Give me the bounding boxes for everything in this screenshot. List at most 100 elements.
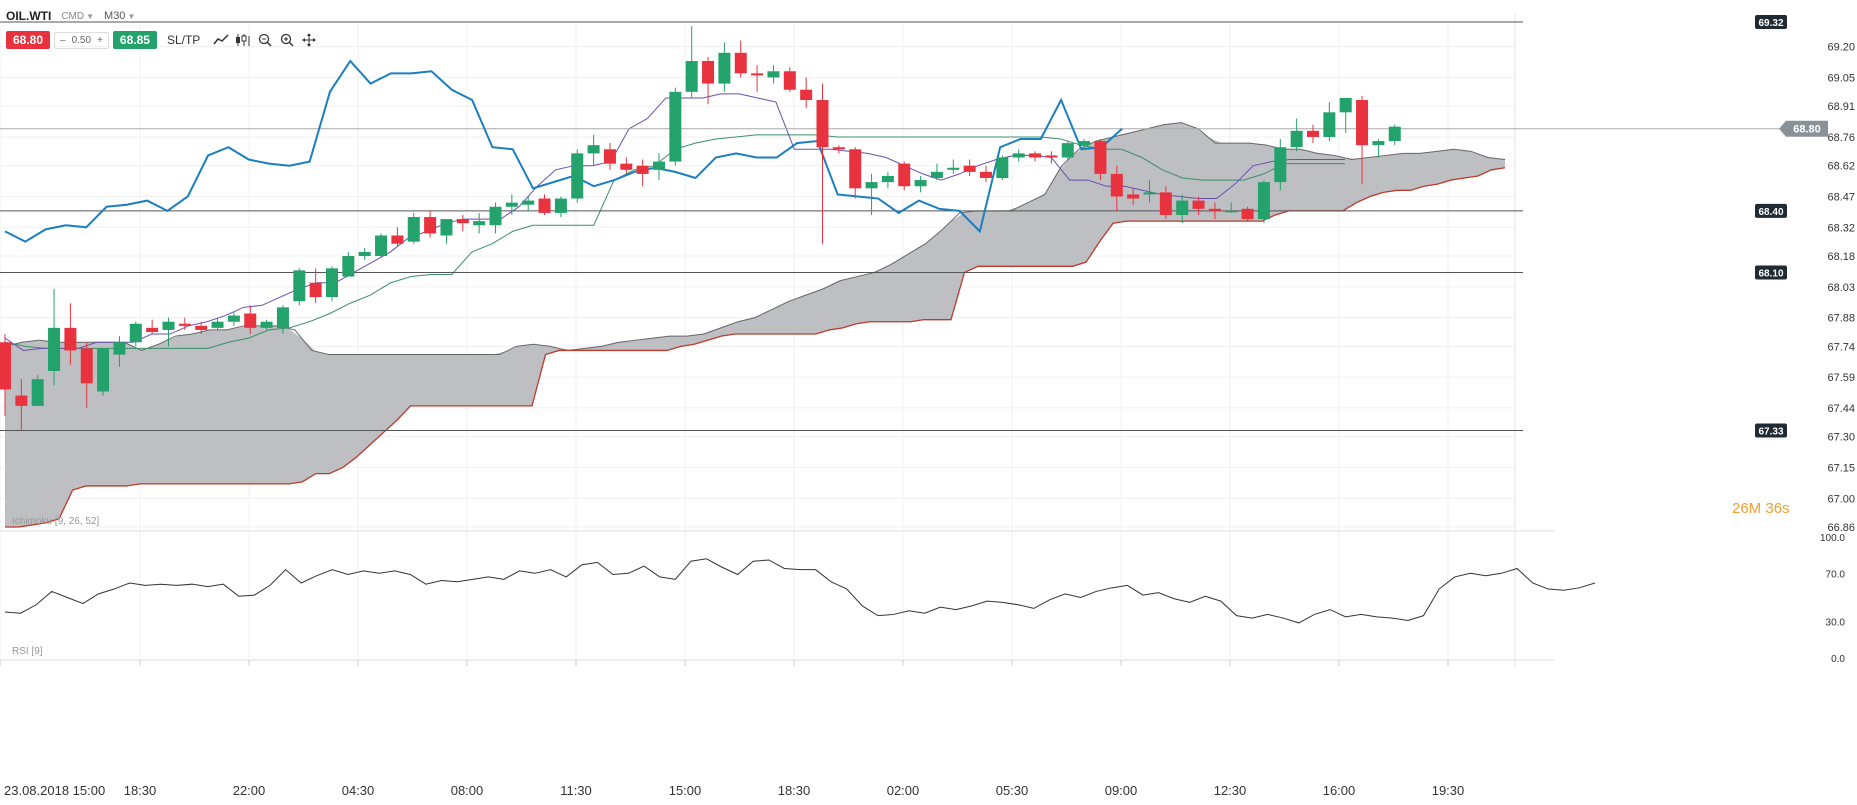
- candle-body: [767, 71, 780, 78]
- y-tick-label: 69.20: [1827, 42, 1855, 54]
- candle-body: [1208, 208, 1221, 211]
- y-tick-label: 67.59: [1827, 372, 1855, 384]
- candle-body: [1110, 173, 1123, 197]
- candle-body: [1094, 141, 1107, 174]
- cloud-area: [5, 122, 1505, 528]
- market-label[interactable]: CMD ▼: [61, 10, 95, 22]
- candle: [505, 194, 518, 215]
- x-tick-label: 18:30: [124, 783, 157, 798]
- candle-body: [1159, 192, 1172, 215]
- candle: [620, 157, 633, 174]
- x-tick-label: 19:30: [1432, 783, 1465, 798]
- candle: [1061, 141, 1074, 160]
- y-tick-label: 67.44: [1827, 403, 1855, 415]
- candle: [734, 40, 747, 78]
- chart-header: OIL.WTI CMD ▼ M30 ▼: [6, 9, 135, 23]
- chikou-span-line: [4, 59, 1123, 243]
- y-tick-label: 67.30: [1827, 432, 1855, 444]
- rsi-label: RSI [9]: [12, 646, 43, 657]
- candle-body: [1274, 147, 1287, 183]
- y-axis-ticks: 69.20 69.05 68.91 68.76 68.62 68.47 68.32 68.18…: [1827, 42, 1855, 534]
- candle: [767, 65, 780, 84]
- lot-stepper[interactable]: – 0.50 +: [54, 31, 109, 49]
- candle: [898, 161, 911, 191]
- move-icon[interactable]: [300, 32, 318, 48]
- candle: [996, 155, 1009, 181]
- x-tick-label: 16:00: [1323, 783, 1356, 798]
- candle-body: [97, 348, 110, 392]
- candle: [881, 171, 894, 189]
- candle: [930, 163, 943, 181]
- candle: [146, 319, 159, 335]
- plus-icon[interactable]: +: [97, 34, 103, 46]
- candle: [31, 375, 44, 406]
- price-level-label: 68.10: [1758, 268, 1783, 279]
- candle: [15, 379, 28, 431]
- candle-body: [309, 282, 322, 298]
- candle: [669, 87, 682, 166]
- lot-value[interactable]: 0.50: [71, 34, 92, 46]
- rsi-y-tick-label: 30.0: [1826, 618, 1846, 629]
- candle: [914, 175, 927, 193]
- candle: [113, 336, 126, 367]
- x-tick-label: 11:30: [560, 783, 592, 798]
- candle: [636, 159, 649, 187]
- candles-icon[interactable]: [234, 32, 252, 48]
- candle-body: [816, 100, 829, 148]
- x-tick-label: 12:30: [1214, 783, 1247, 798]
- candle-body: [1143, 192, 1156, 195]
- candle-body: [702, 61, 715, 84]
- buy-button[interactable]: 68.85: [112, 31, 157, 49]
- price-level-tag: [1755, 423, 1787, 438]
- candle-body: [162, 321, 175, 330]
- minus-icon[interactable]: –: [60, 34, 66, 46]
- candle: [178, 317, 191, 330]
- timeframe-selector[interactable]: M30 ▼: [104, 10, 136, 22]
- candle-body: [211, 321, 224, 328]
- y-tick-label: 69.05: [1827, 72, 1855, 84]
- price-level-tag: [1755, 203, 1787, 218]
- candle-body: [1192, 200, 1205, 209]
- candle-body: [603, 149, 616, 164]
- candle-body: [1290, 130, 1303, 148]
- zoom-in-icon[interactable]: [278, 32, 296, 48]
- candle: [685, 26, 698, 98]
- candle-body: [669, 91, 682, 162]
- candle-body: [129, 323, 142, 343]
- candle: [603, 143, 616, 170]
- sell-button[interactable]: 68.80: [6, 31, 51, 49]
- rsi-y-tick-label: 0.0: [1831, 654, 1845, 665]
- candle: [522, 196, 535, 211]
- candle: [963, 159, 976, 176]
- candle: [800, 77, 813, 109]
- x-tick-label: 18:30: [778, 783, 811, 798]
- candle: [276, 305, 289, 335]
- sltp-button[interactable]: SL/TP: [166, 33, 201, 47]
- rsi-y-tick-label: 100.0: [1820, 533, 1845, 544]
- x-tick-label: 15:00: [669, 783, 702, 798]
- candle: [1257, 180, 1270, 224]
- countdown-timer: 26M 36s: [1732, 500, 1790, 517]
- candle-body: [113, 342, 126, 355]
- candle: [1372, 139, 1385, 158]
- line-chart-icon[interactable]: [212, 32, 230, 48]
- candle: [211, 317, 224, 330]
- candle-body: [1078, 141, 1091, 146]
- candle: [64, 303, 77, 365]
- candle-body: [31, 379, 44, 406]
- candle: [293, 268, 306, 306]
- symbol-label[interactable]: OIL.WTI: [6, 9, 52, 23]
- candle-body: [914, 180, 927, 187]
- candle: [702, 56, 715, 105]
- candle: [1290, 118, 1303, 152]
- y-tick-label: 66.86: [1827, 522, 1855, 534]
- candle-body: [930, 171, 943, 179]
- candle: [816, 83, 829, 244]
- candle: [1078, 139, 1091, 150]
- candle-body: [1176, 200, 1189, 215]
- candle: [653, 153, 665, 181]
- y-tick-label: 68.76: [1827, 132, 1855, 144]
- zoom-out-icon[interactable]: [256, 32, 274, 48]
- candle-body: [505, 202, 518, 207]
- candle: [358, 247, 371, 261]
